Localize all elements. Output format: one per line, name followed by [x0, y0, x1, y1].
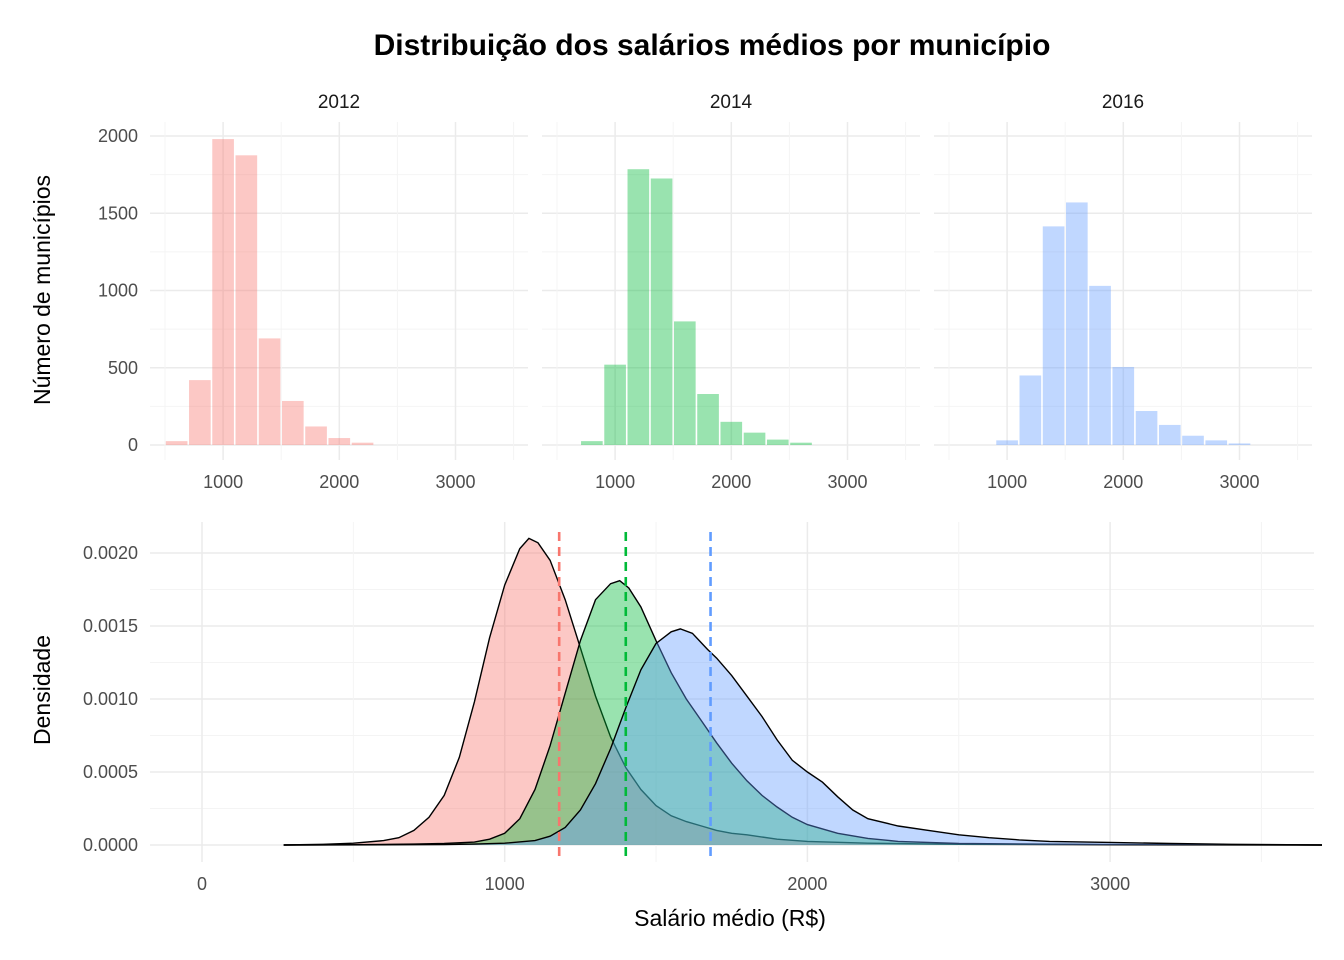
x-tick-label: 3000 [1219, 472, 1259, 492]
y-tick-label: 500 [108, 358, 138, 378]
x-tick-label: 2000 [787, 874, 827, 894]
x-tick-label: 1000 [485, 874, 525, 894]
density-x-axis-title: Salário médio (R$) [634, 905, 826, 931]
density-y-axis-title: Densidade [29, 635, 55, 745]
histogram-bar [1228, 443, 1251, 445]
x-tick-label: 2000 [319, 472, 359, 492]
histogram-bar [1205, 440, 1228, 445]
histogram-bar [996, 440, 1018, 445]
histogram-bar [165, 441, 188, 445]
histogram-bar [674, 321, 696, 445]
x-tick-label: 3000 [1090, 874, 1130, 894]
histogram-bar [1066, 202, 1088, 445]
y-tick-label: 0.0000 [83, 835, 138, 855]
histogram-bar [351, 442, 374, 445]
histogram-bar [1135, 411, 1158, 445]
density-area-2016 [283, 628, 1323, 845]
histogram-bar [1042, 226, 1065, 445]
histogram-bar [189, 380, 211, 445]
x-tick-label: 1000 [987, 472, 1027, 492]
x-tick-label: 1000 [595, 472, 635, 492]
y-tick-label: 2000 [98, 126, 138, 146]
y-tick-label: 1000 [98, 281, 138, 301]
histogram-bar [604, 364, 626, 445]
histogram-bar [650, 178, 673, 446]
histogram-bar [328, 438, 351, 445]
histogram-facets: 2012 1000 2000 3000 2014 1000 2000 3000 2016 1000… [98, 92, 1312, 492]
y-tick-label: 0.0020 [83, 543, 138, 563]
density-area-2012 [283, 538, 1323, 845]
density-line-2014 [283, 579, 1323, 846]
x-tick-label: 3000 [435, 472, 475, 492]
histogram-bar [235, 155, 258, 445]
facet-2016: 2016 1000 2000 3000 [934, 92, 1312, 492]
chart-title: Distribuição dos salários médios por mun… [374, 29, 1051, 62]
histogram-bar [697, 394, 719, 445]
histogram-bar [1112, 366, 1135, 445]
y-tick-label: 0.0015 [83, 616, 138, 636]
density-line-2016 [283, 628, 1323, 846]
histogram-bar [1182, 435, 1204, 445]
x-tick-label: 2000 [711, 472, 751, 492]
y-tick-label: 0.0010 [83, 689, 138, 709]
histogram-bar [1089, 285, 1111, 445]
x-tick-label: 2000 [1103, 472, 1143, 492]
y-tick-label: 1500 [98, 203, 138, 223]
x-tick-label: 1000 [203, 472, 243, 492]
histogram-bar [212, 139, 234, 445]
histogram-bar [1158, 424, 1181, 445]
facet-strip-label: 2014 [710, 92, 753, 113]
y-tick-label: 0.0005 [83, 762, 138, 782]
x-tick-label: 3000 [827, 472, 867, 492]
facet-2012: 2012 1000 2000 3000 [150, 92, 528, 492]
histogram-bar [581, 441, 603, 445]
facet-strip-label: 2012 [318, 92, 360, 113]
histogram-bar [627, 169, 650, 445]
density-area-2014 [283, 580, 1323, 845]
density-line-2012 [283, 537, 1323, 846]
facet-2014: 2014 1000 2000 3000 [542, 92, 920, 492]
histogram-bar [720, 421, 743, 445]
y-tick-label: 0 [128, 435, 138, 455]
histogram-y-axis-title: Número de municípios [29, 175, 55, 405]
histogram-bar [766, 439, 789, 445]
facet-strip-label: 2016 [1102, 92, 1144, 113]
x-tick-label: 0 [197, 874, 207, 894]
histogram-bar [305, 426, 327, 445]
density-panel: 0.0000 0.0005 0.0010 0.0015 0.0020 0 1000 2000 3… [83, 522, 1323, 894]
histogram-bar [790, 442, 812, 445]
histogram-bar [1019, 375, 1042, 445]
histogram-bar [743, 432, 766, 445]
histogram-bar [258, 338, 281, 445]
histogram-bar [282, 400, 304, 445]
